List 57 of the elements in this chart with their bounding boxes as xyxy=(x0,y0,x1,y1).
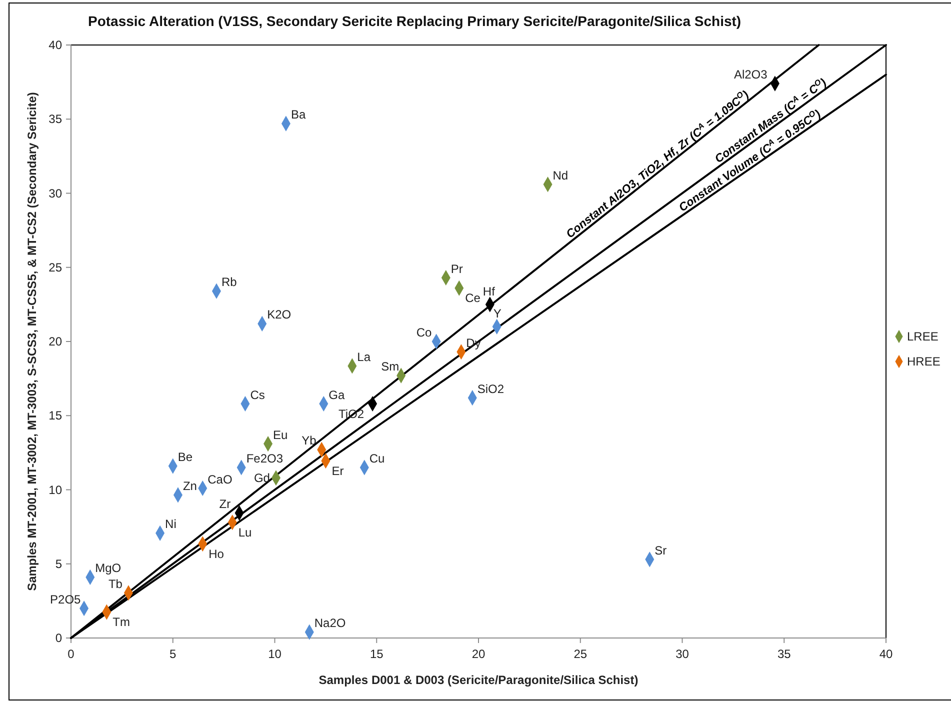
y-tick-label: 5 xyxy=(55,556,62,571)
annotation: Fe2O3 xyxy=(246,452,284,466)
annotation: CaO xyxy=(208,472,232,486)
y-tick-label: 25 xyxy=(48,260,62,274)
annotation: Al2O3 xyxy=(734,68,768,82)
annotation: Ni xyxy=(165,517,176,532)
annotation: Cu xyxy=(369,452,385,466)
annotation: Sm xyxy=(381,360,400,374)
x-tick-label: 0 xyxy=(68,647,75,661)
annotation: Hf xyxy=(482,284,496,298)
annotation: Be xyxy=(178,450,193,464)
x-axis-title: Samples D001 & D003 (Sericite/Paragonite/Silica Schist) xyxy=(318,673,638,687)
annotation: Ho xyxy=(208,546,224,561)
annotation: Zn xyxy=(182,478,197,493)
annotation: Y xyxy=(493,306,502,321)
annotation: Tb xyxy=(108,576,123,591)
annotation: Na2O xyxy=(314,616,346,630)
y-tick-label: 35 xyxy=(48,112,62,126)
y-axis-title: Samples MT-2001, MT-3002, MT-3003, S-SCS3, MT-CSS5, & MT-CS2 (Secondary Sericite) xyxy=(25,92,39,591)
annotation: Ba xyxy=(290,108,306,122)
annotation: SiO2 xyxy=(477,382,504,396)
x-tick-label: 35 xyxy=(777,647,792,661)
x-tick-label: 40 xyxy=(879,647,893,661)
legend-label: HREE xyxy=(907,354,940,368)
annotation: K2O xyxy=(267,308,292,322)
legend-label: LREE xyxy=(907,330,938,344)
annotation: Lu xyxy=(238,525,252,540)
x-tick-label: 30 xyxy=(676,647,690,661)
chart-title: Potassic Alteration (V1SS, Secondary Sericite Replacing Primary Sericite/Paragonite/Silica Schist) xyxy=(88,13,742,29)
annotation: La xyxy=(357,350,371,364)
annotation: Eu xyxy=(273,428,288,442)
annotation: Tm xyxy=(112,615,130,630)
y-tick-label: 10 xyxy=(48,482,62,497)
x-tick-label: 10 xyxy=(268,647,282,661)
annotation: Zr xyxy=(219,497,231,512)
annotation: Gd xyxy=(254,470,270,485)
annotation: Ga xyxy=(328,388,345,402)
x-tick-label: 25 xyxy=(574,647,588,661)
annotation: MgO xyxy=(95,561,122,576)
annotation: Yb xyxy=(302,434,317,448)
y-tick-label: 30 xyxy=(48,186,62,200)
y-tick-label: 15 xyxy=(48,408,62,423)
x-tick-label: 20 xyxy=(472,647,486,661)
annotation: Ce xyxy=(465,291,481,306)
annotation: Nd xyxy=(552,168,568,182)
annotation: Rb xyxy=(221,275,238,290)
x-tick-label: 5 xyxy=(170,647,177,661)
annotation: P2O5 xyxy=(50,592,82,606)
annotation: Er xyxy=(332,464,344,478)
x-tick-label: 15 xyxy=(370,647,384,661)
annotation: Co xyxy=(416,326,432,340)
annotation: Sr xyxy=(654,543,667,558)
annotation: Pr xyxy=(450,262,463,276)
y-tick-label: 0 xyxy=(55,631,62,645)
y-tick-label: 40 xyxy=(48,38,62,52)
annotation: Cs xyxy=(250,388,265,402)
y-tick-label: 20 xyxy=(48,334,62,348)
